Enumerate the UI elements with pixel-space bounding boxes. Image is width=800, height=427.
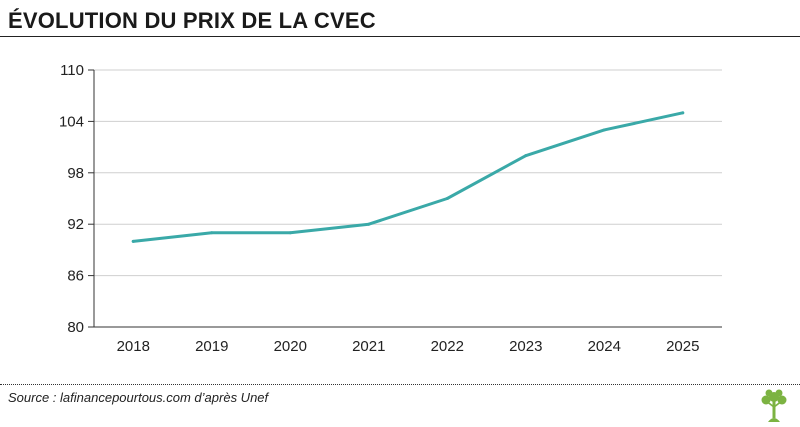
y-tick-label: 92 xyxy=(67,216,84,233)
x-tick-label: 2021 xyxy=(352,338,385,355)
x-tick-label: 2025 xyxy=(666,338,699,355)
x-tick-label: 2019 xyxy=(195,338,228,355)
y-tick-label: 110 xyxy=(60,62,84,79)
y-tick-label: 86 xyxy=(67,268,84,285)
grid-lines xyxy=(94,69,722,277)
series-line xyxy=(131,111,685,243)
tree-icon xyxy=(761,389,787,422)
tick-labels: 80 86 92 98 104 110 2018 2019 2020 2021 2022 2023 20… xyxy=(59,62,699,355)
x-tick-label: 2023 xyxy=(509,338,542,355)
data-point xyxy=(210,231,214,235)
y-tick-label: 80 xyxy=(67,319,84,336)
x-tick-label: 2018 xyxy=(117,338,150,355)
data-point xyxy=(524,154,528,158)
footer-divider xyxy=(0,384,800,385)
data-point xyxy=(681,111,685,115)
data-point xyxy=(367,222,371,226)
source-note: Source : lafinancepourtous.com d’après U… xyxy=(8,390,269,405)
y-tick-label: 104 xyxy=(59,113,84,130)
x-tick-label: 2020 xyxy=(274,338,307,355)
data-point xyxy=(602,128,606,132)
data-point xyxy=(131,239,135,243)
data-point xyxy=(288,231,292,235)
series-layer xyxy=(131,111,685,243)
x-tick-label: 2024 xyxy=(588,338,621,355)
chart-title: ÉVOLUTION DU PRIX DE LA CVEC xyxy=(8,8,376,33)
x-tick-label: 2022 xyxy=(431,338,464,355)
line-chart: 80 86 92 98 104 110 2018 2019 2020 2021 2022 2023 20… xyxy=(59,62,722,355)
axes xyxy=(88,69,722,328)
data-point xyxy=(445,197,449,200)
y-tick-label: 98 xyxy=(67,165,84,182)
title-divider xyxy=(0,36,800,37)
